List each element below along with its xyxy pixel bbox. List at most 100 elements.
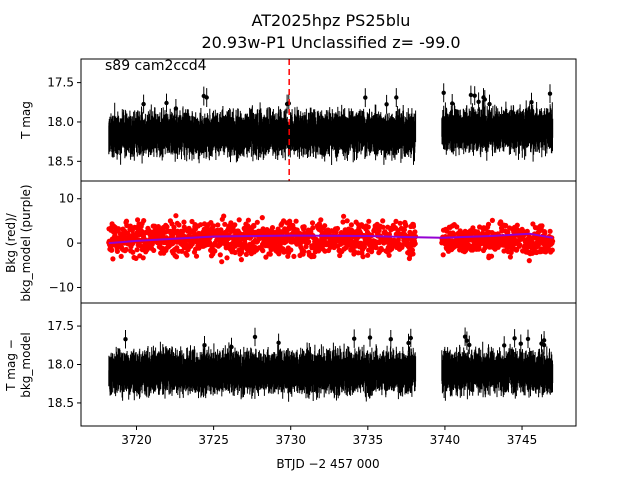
bkg-point xyxy=(179,248,185,254)
y-tick-label: 10 xyxy=(59,192,74,206)
bkg-point xyxy=(524,228,530,234)
bkg-point xyxy=(361,244,367,250)
x-tick-label: 3735 xyxy=(353,433,384,447)
x-tick-label: 3740 xyxy=(430,433,461,447)
bkg-point xyxy=(141,218,147,224)
bkg-point xyxy=(254,219,260,225)
bkg-point xyxy=(236,217,242,223)
bkg-point xyxy=(173,254,180,260)
bkg-point xyxy=(489,217,495,223)
bkg-point xyxy=(401,227,407,233)
bkg-point xyxy=(485,221,492,227)
error-bars xyxy=(108,341,554,402)
bkg-point xyxy=(514,222,520,228)
bkg-point xyxy=(373,245,379,251)
bkg-point xyxy=(134,247,140,253)
bkg-point xyxy=(503,222,509,229)
bkg-point xyxy=(393,218,399,224)
bkg-point xyxy=(278,239,284,245)
bkg-point xyxy=(380,224,386,230)
bkg-point xyxy=(470,225,476,231)
bkg-point xyxy=(301,248,307,254)
bkg-point xyxy=(210,223,216,229)
bkg-point xyxy=(293,218,299,224)
bkg-point xyxy=(135,217,141,223)
bkg-point xyxy=(440,252,446,258)
bkg-point xyxy=(322,223,328,229)
bkg-point xyxy=(344,218,350,224)
axes-layer: 17.5 18.0 18.5 10 0 −10 17.5 18.0 18.5 3720 3725 37… xyxy=(47,58,577,447)
bkg-point xyxy=(542,230,548,236)
bkg-point xyxy=(287,218,293,224)
bkg-point xyxy=(505,229,511,235)
x-tick-label: 3730 xyxy=(275,433,306,447)
bkg-point xyxy=(507,254,513,260)
bkg-point xyxy=(539,223,545,229)
bkg-point xyxy=(259,215,265,221)
top-panel-data xyxy=(108,83,554,165)
bkg-point xyxy=(476,245,482,251)
middle-ylabel-line1: Bkg (red)/ xyxy=(4,212,18,273)
bkg-point xyxy=(222,221,228,227)
bkg-point xyxy=(410,251,416,257)
bkg-point xyxy=(176,222,182,228)
bkg-point xyxy=(288,247,294,253)
y-tick-label: 17.5 xyxy=(47,319,74,333)
y-tick-label: 18.5 xyxy=(47,154,74,168)
bkg-point xyxy=(164,224,170,230)
bkg-point xyxy=(501,248,507,254)
bkg-point xyxy=(365,224,371,230)
bkg-point xyxy=(412,229,418,235)
bkg-point xyxy=(517,242,523,248)
bkg-point xyxy=(184,252,190,258)
bkg-point xyxy=(215,222,221,228)
bkg-point xyxy=(114,248,120,254)
bkg-point xyxy=(110,256,116,262)
bkg-point xyxy=(198,222,204,228)
bottom-panel-data xyxy=(108,327,554,402)
bkg-point xyxy=(526,258,532,264)
middle-panel-data xyxy=(106,213,556,265)
bkg-point xyxy=(365,252,371,258)
bkg-point xyxy=(224,255,230,261)
bkg-point xyxy=(269,225,276,231)
bkg-point xyxy=(212,248,218,254)
bkg-point xyxy=(243,251,249,257)
bkg-point xyxy=(550,238,556,244)
bkg-point xyxy=(130,249,136,255)
bkg-point xyxy=(232,249,238,256)
bkg-point xyxy=(360,254,366,260)
bkg-point xyxy=(267,251,273,257)
bkg-point xyxy=(348,222,354,228)
x-axis-label: BTJD −2 457 000 xyxy=(276,457,379,471)
bkg-point xyxy=(379,247,385,253)
bkg-point xyxy=(173,213,179,219)
bkg-point xyxy=(397,220,403,226)
bkg-point xyxy=(151,247,157,253)
bkg-point xyxy=(403,223,409,229)
bkg-point xyxy=(535,242,542,248)
bkg-point xyxy=(547,228,553,234)
bkg-point xyxy=(454,224,460,230)
bkg-point xyxy=(140,255,146,261)
x-tick-label: 3745 xyxy=(507,433,538,447)
bkg-point xyxy=(118,253,124,259)
bkg-point xyxy=(275,226,281,232)
y-tick-label: 17.5 xyxy=(47,76,74,90)
error-bars xyxy=(108,100,554,165)
bkg-point xyxy=(340,219,346,225)
x-tick-label: 3725 xyxy=(198,433,229,447)
bkg-point xyxy=(376,227,382,234)
bkg-point xyxy=(115,226,122,232)
bkg-point xyxy=(193,253,200,259)
bkg-point xyxy=(301,224,307,230)
bkg-point xyxy=(181,219,187,225)
bkg-point xyxy=(380,218,386,224)
bkg-point xyxy=(245,217,251,223)
bkg-point xyxy=(127,223,133,229)
bkg-point xyxy=(311,253,317,259)
bkg-point xyxy=(260,248,266,254)
bkg-point xyxy=(309,220,316,226)
y-tick-label: 0 xyxy=(66,236,74,250)
